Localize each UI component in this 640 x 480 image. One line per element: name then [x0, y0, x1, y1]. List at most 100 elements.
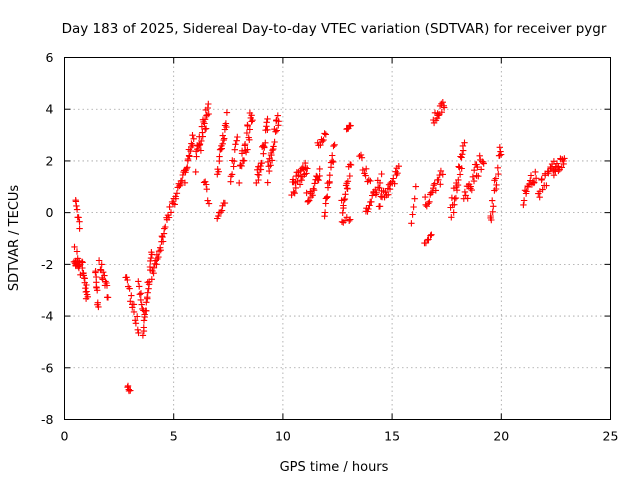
data-point [221, 135, 228, 142]
data-point [316, 172, 323, 180]
data-point [196, 140, 204, 148]
data-point [155, 253, 162, 261]
data-point [367, 177, 374, 185]
data-point [476, 152, 483, 159]
data-point [532, 168, 539, 176]
data-point [521, 187, 529, 194]
data-point [130, 308, 138, 316]
data-point [343, 214, 350, 221]
data-point [94, 287, 101, 294]
data-point [78, 258, 86, 265]
data-point [127, 387, 134, 394]
data-point [432, 187, 439, 194]
data-point [162, 223, 169, 231]
data-point [234, 133, 241, 141]
data-point [243, 129, 251, 137]
y-axis-label: SDTVAR / TECUs [7, 185, 22, 292]
x-tick-label: 5 [170, 429, 178, 444]
plot-frame [64, 57, 611, 420]
data-point [219, 132, 226, 139]
data-point [101, 272, 108, 279]
data-point [365, 205, 372, 213]
y-tick-label: 4 [46, 102, 54, 117]
data-point [494, 164, 501, 171]
data-point [104, 294, 112, 301]
data-point [458, 165, 465, 172]
data-point [232, 141, 239, 148]
data-point [79, 259, 86, 266]
data-point [497, 151, 505, 158]
data-point [269, 147, 276, 154]
data-point [411, 195, 418, 202]
x-tick-label: 10 [275, 429, 291, 444]
data-point [228, 171, 236, 178]
data-point [441, 104, 448, 111]
data-point [448, 214, 455, 221]
data-point [386, 186, 394, 193]
data-point [139, 332, 147, 339]
data-point [538, 175, 545, 183]
data-point [230, 163, 237, 170]
data-point [136, 283, 143, 290]
data-point [186, 153, 193, 160]
data-point [456, 171, 464, 178]
data-point [471, 167, 478, 174]
data-point [147, 254, 155, 262]
y-tick-label: -4 [41, 309, 54, 324]
y-tick-label: 2 [46, 153, 54, 168]
data-point [303, 189, 310, 197]
data-point [262, 139, 269, 146]
data-point [231, 146, 238, 153]
data-point [100, 269, 107, 276]
data-point [362, 172, 369, 179]
data-point [135, 278, 142, 285]
data-point [453, 187, 461, 194]
data-point [561, 155, 568, 162]
data-point [346, 217, 353, 224]
data-point [558, 164, 565, 171]
data-point [376, 179, 384, 187]
data-point [359, 166, 366, 174]
data-point [531, 179, 538, 186]
data-point [454, 181, 462, 189]
data-point [461, 188, 469, 196]
data-point [452, 194, 460, 202]
data-point [431, 180, 438, 187]
data-point [368, 198, 375, 205]
data-point [326, 172, 333, 179]
data-point [422, 193, 429, 201]
data-point [309, 192, 316, 199]
data-point [429, 189, 436, 196]
data-point [480, 160, 487, 167]
data-point [140, 317, 148, 324]
data-point [428, 231, 435, 238]
data-point [394, 170, 401, 177]
data-point [450, 209, 457, 216]
data-point [324, 184, 332, 191]
data-point [357, 151, 365, 159]
data-point [171, 201, 178, 208]
data-point [347, 161, 355, 169]
data-point [202, 178, 209, 185]
data-point [310, 187, 318, 194]
data-point [219, 140, 226, 147]
data-point [267, 162, 274, 169]
data-point [326, 178, 333, 185]
data-point [198, 137, 205, 145]
data-point [427, 232, 434, 239]
data-point [124, 276, 131, 284]
data-point [237, 162, 244, 169]
data-point [126, 285, 133, 292]
data-point [470, 177, 478, 185]
data-point [496, 152, 503, 159]
data-point [150, 270, 157, 277]
data-point [144, 295, 151, 302]
data-point [426, 198, 433, 205]
x-tick-label: 15 [384, 429, 400, 444]
data-point [137, 296, 144, 304]
data-point [436, 171, 443, 179]
data-point [73, 248, 81, 255]
y-tick-label: 6 [46, 50, 54, 65]
data-point [98, 261, 105, 268]
